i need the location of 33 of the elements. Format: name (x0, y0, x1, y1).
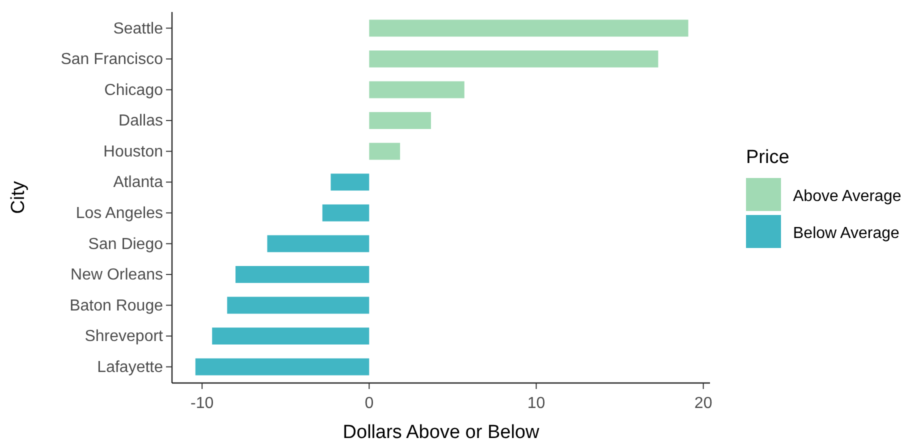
legend-label: Above Average (793, 188, 902, 205)
y-tick-label: Lafayette (97, 358, 164, 376)
y-tick-label: Atlanta (113, 174, 164, 192)
bar (212, 328, 370, 345)
y-tick-label: Seattle (113, 20, 164, 38)
y-tick-label: San Diego (88, 236, 164, 253)
y-axis-title: City (8, 180, 29, 214)
y-tick-label: Los Angeles (76, 205, 163, 222)
y-tick-label: Baton Rouge (70, 297, 164, 314)
y-tick-label: Chicago (104, 82, 164, 99)
y-tick-label: San Francisco (60, 51, 164, 68)
y-tick-label: Houston (103, 143, 163, 160)
bar (369, 142, 400, 160)
y-tick-label: Dallas (118, 112, 163, 130)
x-tick-label: 0 (364, 395, 374, 412)
x-tick-label: 10 (527, 395, 546, 412)
legend-title: Price (746, 147, 790, 168)
x-tick-label: -10 (190, 395, 214, 412)
x-tick-label: 20 (694, 395, 712, 412)
bar (195, 358, 370, 376)
bar (235, 266, 370, 283)
legend-label: Below Average (793, 225, 900, 242)
bar (227, 296, 370, 314)
bar (322, 204, 370, 222)
bar (369, 50, 658, 68)
y-tick-label: Shreveport (84, 328, 164, 346)
x-axis-title: Dollars Above or Below (342, 422, 540, 442)
y-tick-label: New Orleans (70, 266, 163, 284)
bar (330, 174, 370, 191)
bar (267, 235, 370, 252)
bar (369, 81, 464, 98)
bar (369, 20, 688, 37)
bar (369, 112, 431, 129)
